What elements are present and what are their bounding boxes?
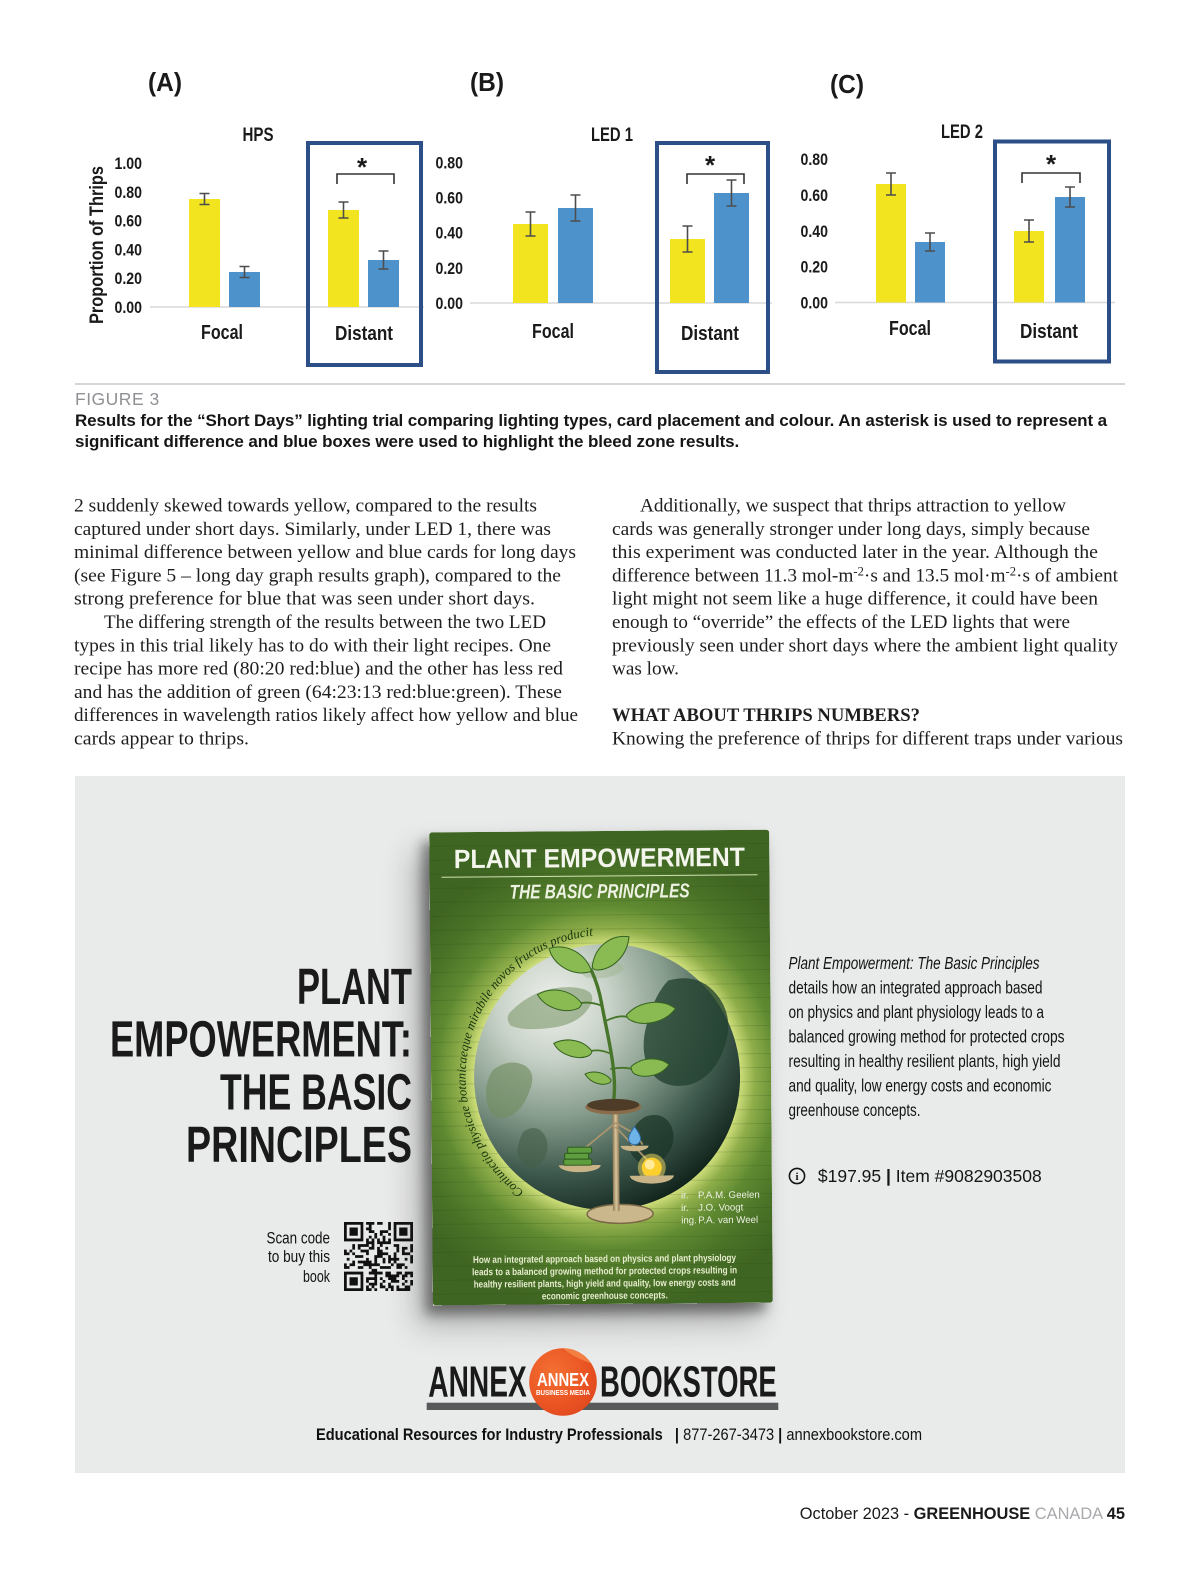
svg-text:WHAT ABOUT THRIPS NUMBERS?: WHAT ABOUT THRIPS NUMBERS? [612,705,920,726]
svg-text:light might not seem like a hu: light might not seem like a huge differe… [612,589,1098,610]
svg-text:difference between 11.3 mol-m-: difference between 11.3 mol-m -2·s and 13… [612,564,1119,586]
svg-text:captured under short days. Sim: captured under short days. Similarly, un… [74,519,551,540]
svg-text:0.40: 0.40 [801,223,829,241]
svg-text:leads to a balanced growing me: leads to a balanced growing method for p… [472,1265,737,1278]
svg-text:0.00: 0.00 [436,295,464,313]
svg-text:and quality, low energy costs: and quality, low energy costs and econom… [789,1076,1052,1096]
svg-text:cards appear to thrips.: cards appear to thrips. [74,729,249,750]
svg-text:ir.: ir. [681,1203,689,1214]
svg-text:P.A. van Weel: P.A. van Weel [698,1215,758,1226]
svg-text:ing.: ing. [681,1215,697,1226]
svg-text:economic greenhouse concepts.: economic greenhouse concepts. [542,1290,668,1302]
svg-text:to buy this: to buy this [268,1248,330,1266]
svg-text:balanced growing method for pr: balanced growing method for protected cr… [789,1027,1065,1047]
svg-text:minimal difference between yel: minimal difference between yellow and bl… [74,542,576,563]
svg-text:*: * [1046,149,1057,179]
svg-text:*: * [705,150,716,180]
svg-text:Distant: Distant [681,323,739,345]
svg-text:Scan code: Scan code [267,1230,331,1248]
svg-text:THE BASIC: THE BASIC [220,1063,412,1120]
svg-text:0.40: 0.40 [436,225,464,243]
svg-text:enough to “override” the effec: enough to “override” the effects of the … [612,612,1070,633]
svg-text:Knowing the preference of thri: Knowing the preference of thrips for dif… [612,729,1123,750]
svg-text:THE BASIC PRINCIPLES: THE BASIC PRINCIPLES [510,880,691,903]
svg-text:J.O. Voogt: J.O. Voogt [698,1202,744,1213]
svg-text:recipe has more red (80:20 red: recipe has more red (80:20 red:blue) and… [74,659,563,680]
svg-text:How an integrated approach bas: How an integrated approach based on phys… [473,1253,737,1266]
svg-text:resulting in healthy resilient: resulting in healthy resilient plants, h… [789,1051,1061,1071]
svg-text:Focal: Focal [201,322,243,344]
svg-text:book: book [303,1268,331,1286]
svg-text:P.A.M. Geelen: P.A.M. Geelen [698,1190,760,1201]
svg-text:on physics and plant physiolog: on physics and plant physiology leads to… [789,1002,1045,1022]
svg-text:PLANT EMPOWERMENT: PLANT EMPOWERMENT [454,842,745,874]
svg-text:0.60: 0.60 [436,190,464,208]
svg-text:ANNEX: ANNEX [537,1370,589,1390]
svg-text:Educational Resources for Indu: Educational Resources for Industry Profe… [316,1426,922,1444]
svg-text:this experiment was conducted: this experiment was conducted later in t… [612,542,1098,563]
svg-text:(A): (A) [148,67,182,97]
svg-text:0.00: 0.00 [115,299,143,317]
svg-text:0.60: 0.60 [115,213,143,231]
svg-text:0.20: 0.20 [115,270,143,288]
svg-text:Distant: Distant [335,323,393,345]
svg-text:0.40: 0.40 [115,241,143,259]
svg-text:0.00: 0.00 [801,295,829,313]
svg-text:HPS: HPS [243,125,274,146]
svg-text:healthy resilient plants, high: healthy resilient plants, high yield and… [474,1278,736,1291]
svg-text:was low.: was low. [612,659,679,680]
svg-text:(see Figure 5 – long day graph: (see Figure 5 – long day graph results g… [74,565,561,586]
svg-text:details how an integrated appr: details how an integrated approach based [789,978,1043,998]
svg-text:LED 2: LED 2 [941,122,983,143]
svg-text:1.00: 1.00 [115,155,143,173]
svg-text:2 suddenly skewed towards yell: 2 suddenly skewed towards yellow, compar… [74,496,537,517]
svg-text:Plant Empowerment: The Basic P: Plant Empowerment: The Basic Principles [789,953,1040,973]
svg-text:0.80: 0.80 [436,155,464,173]
svg-text:0.20: 0.20 [801,259,829,277]
svg-text:LED 1: LED 1 [591,125,633,146]
svg-text:ir.: ir. [681,1190,689,1201]
svg-text:Distant: Distant [1020,321,1078,343]
svg-text:differences in wavelength rati: differences in wavelength ratios likely … [74,705,578,726]
svg-text:BUSINESS MEDIA: BUSINESS MEDIA [536,1390,590,1397]
svg-text:The differing strength of the: The differing strength of the results be… [104,612,546,633]
svg-text:PRINCIPLES: PRINCIPLES [186,1116,412,1173]
svg-text:cards was generally stronger u: cards was generally stronger under long … [612,519,1090,540]
svg-text:strong preference for blue tha: strong preference for blue that was seen… [74,589,535,610]
svg-text:0.20: 0.20 [436,260,464,278]
svg-text:Additionally, we suspect that: Additionally, we suspect that thrips att… [640,496,1066,517]
svg-text:FIGURE 3: FIGURE 3 [75,389,160,409]
svg-text:(C): (C) [830,69,864,99]
svg-text:i: i [795,1171,798,1183]
svg-text:greenhouse concepts.: greenhouse concepts. [789,1100,921,1120]
svg-text:ANNEX: ANNEX [428,1358,526,1407]
svg-text:previously seen under short da: previously seen under short days where t… [612,635,1118,656]
svg-text:EMPOWERMENT:: EMPOWERMENT: [110,1011,412,1068]
svg-text:Focal: Focal [889,318,931,340]
svg-text:BOOKSTORE: BOOKSTORE [600,1358,777,1407]
svg-text:(B): (B) [470,67,504,97]
svg-text:0.80: 0.80 [115,184,143,202]
svg-text:0.80: 0.80 [801,151,829,169]
svg-text:PLANT: PLANT [297,958,412,1015]
svg-text:0.60: 0.60 [801,187,829,205]
svg-text:Focal: Focal [532,321,574,343]
svg-text:and has the addition of green: and has the addition of green (64:23:13 … [74,682,562,703]
svg-text:types in this trial likely has: types in this trial likely has to do wit… [74,635,551,656]
svg-text:Proportion of Thrips: Proportion of Thrips [87,166,108,324]
svg-text:*: * [357,152,368,182]
